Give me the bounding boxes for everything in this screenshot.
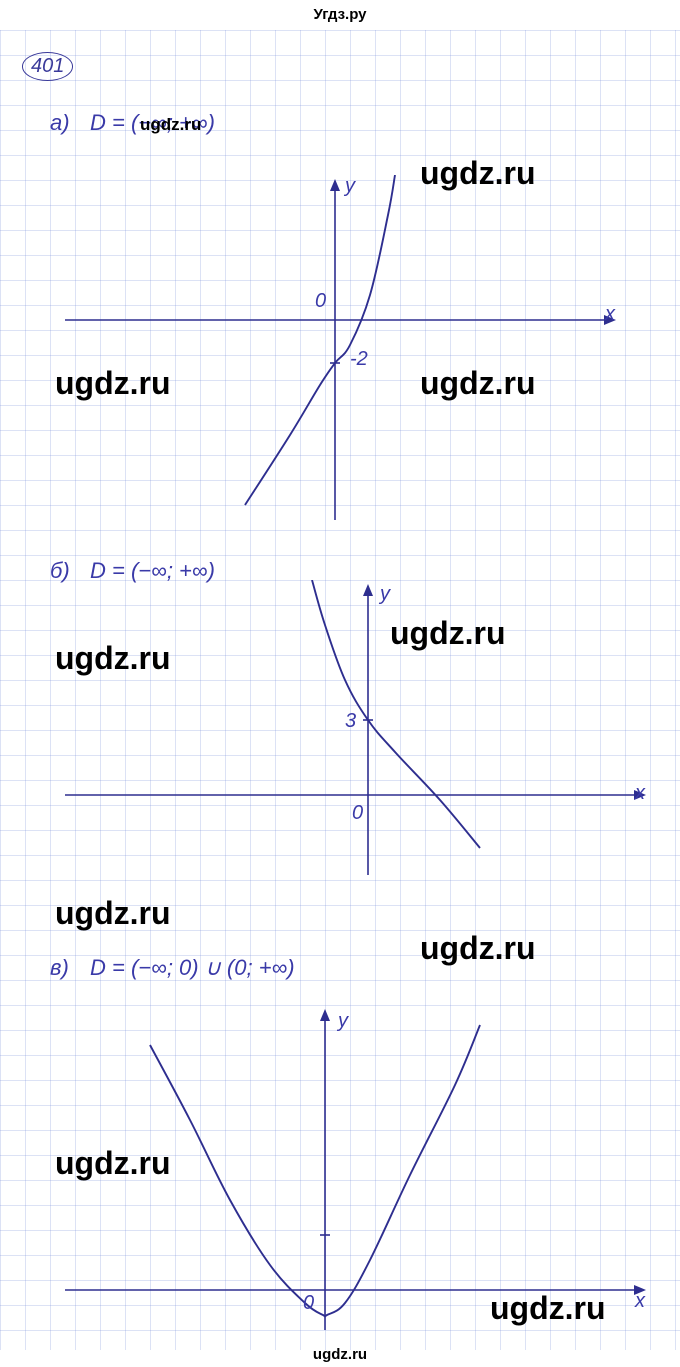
problem-number-badge: 401	[22, 52, 73, 81]
chart-a	[60, 175, 620, 525]
part-b-domain: D = (−∞; +∞)	[90, 558, 215, 584]
chart-v-origin-label: 0	[303, 1292, 314, 1315]
watermark-text: ugdz.ru	[140, 115, 201, 135]
part-b-label: б)	[50, 558, 70, 584]
chart-a-origin-label: 0	[315, 290, 326, 313]
chart-b-x-axis-label: x	[635, 782, 645, 805]
chart-a-x-axis-label: x	[605, 303, 615, 326]
part-a-label: а)	[50, 110, 70, 136]
watermark-text: ugdz.ru	[420, 930, 536, 967]
part-v-domain: D = (−∞; 0) ∪ (0; +∞)	[90, 955, 295, 981]
chart-b-origin-label: 0	[352, 802, 363, 825]
watermark-text: ugdz.ru	[55, 1145, 171, 1182]
chart-v-x-axis-label: x	[635, 1290, 645, 1313]
chart-b-ymark-label: 3	[345, 710, 356, 733]
watermark-text: ugdz.ru	[420, 155, 536, 192]
page-header: Угдз.ру	[0, 6, 680, 23]
watermark-text: ugdz.ru	[55, 365, 171, 402]
chart-b-y-axis-label: y	[380, 583, 390, 606]
watermark-text: ugdz.ru	[420, 365, 536, 402]
watermark-text: ugdz.ru	[390, 615, 506, 652]
watermark-text: ugdz.ru	[55, 640, 171, 677]
chart-v-y-axis-label: y	[338, 1010, 348, 1033]
chart-a-y-axis-label: y	[345, 175, 355, 198]
part-v-label: в)	[50, 955, 69, 981]
watermark-text: ugdz.ru	[490, 1290, 606, 1327]
page-footer: ugdz.ru	[0, 1346, 680, 1363]
watermark-text: ugdz.ru	[55, 895, 171, 932]
chart-a-ymark-label: -2	[350, 348, 368, 371]
